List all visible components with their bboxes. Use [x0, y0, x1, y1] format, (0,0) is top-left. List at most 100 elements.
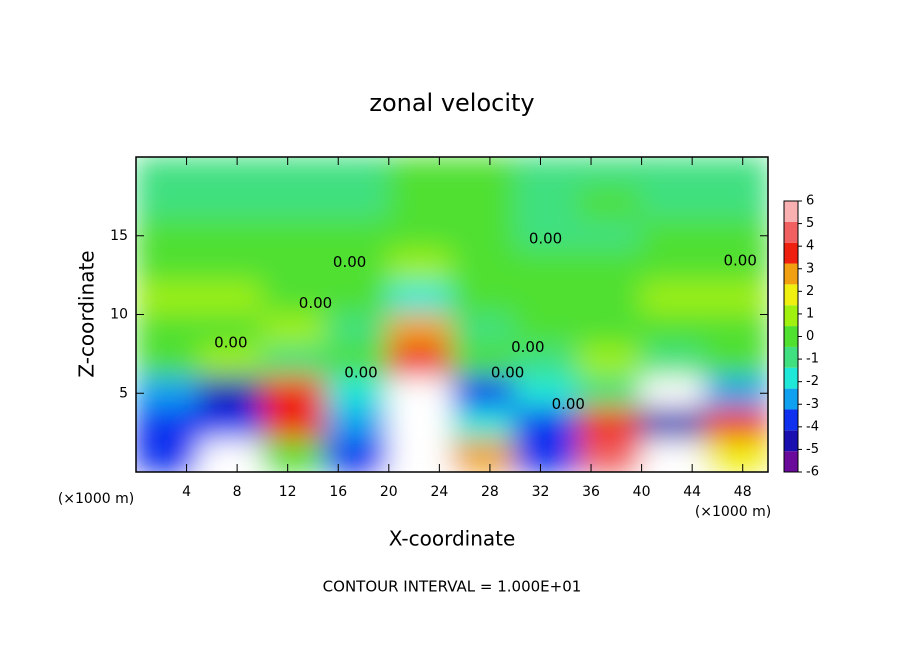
- field-cell: [261, 313, 327, 347]
- field-cell: [514, 376, 580, 410]
- colorbar-tick-label: 4: [806, 239, 814, 254]
- field-cell: [387, 282, 453, 316]
- y-tick-label: 5: [119, 385, 128, 401]
- field-cell: [198, 408, 264, 442]
- field-cell: [136, 219, 201, 253]
- field-cell: [387, 408, 453, 442]
- field-cell: [451, 282, 517, 316]
- field-cell: [136, 187, 201, 221]
- field-cell: [577, 313, 643, 347]
- field-cell: [451, 187, 517, 221]
- x-tick-label: 12: [279, 484, 297, 500]
- colorbar-segment: [784, 201, 798, 222]
- y-tick-label: 10: [110, 307, 128, 323]
- field-cell: [640, 408, 706, 442]
- field-cell: [514, 313, 580, 347]
- field-cell: [198, 376, 264, 410]
- field-cell: [640, 282, 706, 316]
- field-cell: [514, 219, 580, 253]
- field-cell: [324, 219, 390, 253]
- colorbar-tick-label: 6: [806, 194, 814, 209]
- field-cell: [640, 219, 706, 253]
- field-cell: [387, 439, 453, 472]
- field-cell: [577, 187, 643, 221]
- field-cell: [136, 250, 201, 284]
- colorbar-tick-label: -1: [806, 352, 819, 367]
- field-cell: [136, 439, 201, 472]
- field-cell: [261, 408, 327, 442]
- x-tick-label: 24: [430, 484, 448, 500]
- contour-label: 0.00: [552, 395, 585, 413]
- field-cell: [577, 250, 643, 284]
- field-cell: [640, 376, 706, 410]
- field-cell: [198, 157, 264, 190]
- field-cell: [198, 219, 264, 253]
- field-cell: [703, 187, 768, 221]
- field-cell: [198, 345, 264, 379]
- x-axis-label: X-coordinate: [389, 527, 516, 551]
- field-cell: [198, 187, 264, 221]
- field-cell: [640, 157, 706, 190]
- field-cell: [136, 157, 201, 190]
- colorbar-segment: [784, 367, 798, 389]
- field-cell: [703, 408, 768, 442]
- overlay: 0.000.000.000.000.000.000.000.000.004 8 12…: [110, 157, 819, 500]
- colorbar-tick-label: 5: [806, 216, 814, 231]
- field-cell: [640, 313, 706, 347]
- field-cell: [577, 376, 643, 410]
- field-cell: [577, 439, 643, 472]
- colorbar-segment: [784, 346, 798, 368]
- field-cell: [451, 408, 517, 442]
- contour-label: 0.00: [344, 363, 377, 381]
- field-cell: [387, 345, 453, 379]
- field-cell: [703, 157, 768, 190]
- colorbar-tick-label: -5: [806, 442, 819, 457]
- field-cell: [387, 376, 453, 410]
- field-cell: [261, 439, 327, 472]
- x-tick-label: 48: [734, 484, 752, 500]
- field-cell: [577, 282, 643, 316]
- x-tick-label: 20: [380, 484, 398, 500]
- contour-label: 0.00: [511, 338, 544, 356]
- field-cell: [387, 187, 453, 221]
- x-tick-label: 16: [329, 484, 347, 500]
- field-cell: [703, 219, 768, 253]
- field-cell: [387, 219, 453, 253]
- field-cell: [324, 439, 390, 472]
- field-cell: [451, 250, 517, 284]
- field-cell: [324, 157, 390, 190]
- field-cell: [451, 439, 517, 472]
- colorbar-segment: [784, 409, 798, 431]
- field-cell: [136, 313, 201, 347]
- contour-label: 0.00: [333, 253, 366, 271]
- footer-note: CONTOUR INTERVAL = 1.000E+01: [323, 578, 582, 596]
- field-cell: [324, 187, 390, 221]
- field-cell: [514, 408, 580, 442]
- field-cell: [198, 250, 264, 284]
- x-tick-label: 8: [233, 484, 242, 500]
- colorbar-tick-label: -2: [806, 374, 819, 389]
- field-cell: [514, 345, 580, 379]
- field: [136, 157, 768, 472]
- field-cell: [577, 219, 643, 253]
- field-cell: [514, 282, 580, 316]
- field-cell: [514, 250, 580, 284]
- field-cell: [261, 219, 327, 253]
- field-cell: [640, 250, 706, 284]
- field-cell: [198, 313, 264, 347]
- field-cell: [451, 219, 517, 253]
- field-cell: [324, 282, 390, 316]
- field-cell: [387, 250, 453, 284]
- field-cells: [136, 157, 768, 472]
- colorbar-segment: [784, 263, 798, 285]
- field-cell: [261, 250, 327, 284]
- plot-frame: [135, 156, 769, 473]
- field-cell: [387, 157, 453, 190]
- field-cell: [136, 282, 201, 316]
- field-cell: [261, 345, 327, 379]
- field-cell: [451, 313, 517, 347]
- colorbar-tick-label: 0: [806, 329, 814, 344]
- colorbar-tick-label: 2: [806, 284, 814, 299]
- field-cell: [703, 345, 768, 379]
- y-axis-label: Z-coordinate: [75, 250, 99, 377]
